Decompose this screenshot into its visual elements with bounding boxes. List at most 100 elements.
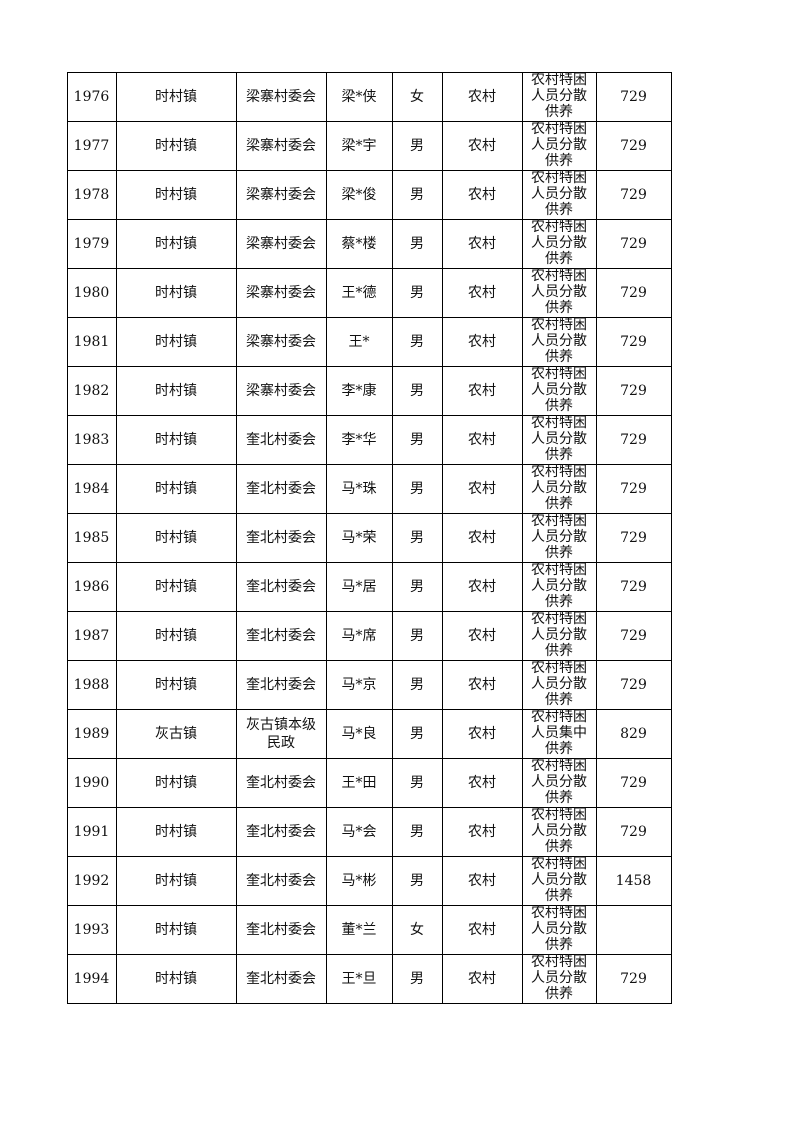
- table-cell: 农村: [442, 317, 523, 367]
- cell-text: 时村镇: [155, 480, 197, 497]
- table-cell: 男: [392, 219, 443, 269]
- cell-text: 奎北村委会: [246, 921, 316, 938]
- table-cell: 男: [392, 954, 443, 1004]
- cell-text: 1992: [73, 872, 110, 889]
- cell-text: 农村: [468, 627, 496, 644]
- cell-text: 奎北村委会: [246, 823, 316, 840]
- cell-text: 729: [620, 186, 647, 203]
- table-cell: 男: [392, 415, 443, 465]
- cell-text: 时村镇: [155, 333, 197, 350]
- table-cell: 奎北村委会: [236, 807, 327, 857]
- cell-text: 农村: [468, 480, 496, 497]
- cell-text: 农村: [468, 284, 496, 301]
- table-cell: 1992: [67, 856, 117, 906]
- table-cell: 729: [596, 660, 672, 710]
- table-cell: 奎北村委会: [236, 611, 327, 661]
- cell-text: 农村特困人员分散供养: [531, 611, 587, 659]
- cell-text: 男: [410, 333, 424, 350]
- table-cell: 1983: [67, 415, 117, 465]
- cell-text: 729: [620, 970, 647, 987]
- table-cell: 农村: [442, 807, 523, 857]
- cell-text: 农村特困人员分散供养: [531, 807, 587, 855]
- cell-text: 729: [620, 480, 647, 497]
- table-cell: 农村: [442, 611, 523, 661]
- table-cell: 男: [392, 758, 443, 808]
- cell-text: 男: [410, 137, 424, 154]
- cell-text: 729: [620, 284, 647, 301]
- table-cell: 农村特困人员分散供养: [522, 170, 597, 220]
- table-cell: 梁*俊: [326, 170, 393, 220]
- cell-text: 王*德: [341, 284, 377, 301]
- cell-text: 1986: [73, 578, 110, 595]
- cell-text: 农村: [468, 235, 496, 252]
- table-cell: 时村镇: [116, 219, 237, 269]
- table-cell: 农村: [442, 513, 523, 563]
- table-cell: 农村特困人员分散供养: [522, 660, 597, 710]
- cell-text: 农村特困人员分散供养: [531, 954, 587, 1002]
- table-cell: 农村特困人员分散供养: [522, 513, 597, 563]
- table-cell: 农村特困人员分散供养: [522, 464, 597, 514]
- cell-text: 男: [410, 578, 424, 595]
- table-cell: 1993: [67, 905, 117, 955]
- table-cell: 灰古镇: [116, 709, 237, 759]
- table-cell: 农村: [442, 268, 523, 318]
- table-cell: [596, 905, 672, 955]
- cell-text: 奎北村委会: [246, 578, 316, 595]
- table-cell: 农村特困人员分散供养: [522, 121, 597, 171]
- table-cell: 奎北村委会: [236, 415, 327, 465]
- table-cell: 729: [596, 415, 672, 465]
- table-cell: 男: [392, 513, 443, 563]
- table-cell: 李*华: [326, 415, 393, 465]
- cell-text: 男: [410, 774, 424, 791]
- cell-text: 男: [410, 235, 424, 252]
- table-cell: 农村特困人员分散供养: [522, 856, 597, 906]
- table-cell: 男: [392, 170, 443, 220]
- table-cell: 时村镇: [116, 562, 237, 612]
- table-cell: 农村: [442, 562, 523, 612]
- table-cell: 董*兰: [326, 905, 393, 955]
- table-cell: 729: [596, 807, 672, 857]
- cell-text: 梁寨村委会: [246, 382, 316, 399]
- cell-text: 农村: [468, 578, 496, 595]
- cell-text: 马*珠: [341, 480, 377, 497]
- cell-text: 梁寨村委会: [246, 235, 316, 252]
- cell-text: 农村: [468, 774, 496, 791]
- table-cell: 时村镇: [116, 807, 237, 857]
- table-cell: 奎北村委会: [236, 513, 327, 563]
- cell-text: 1990: [73, 774, 110, 791]
- cell-text: 农村: [468, 676, 496, 693]
- cell-text: 奎北村委会: [246, 480, 316, 497]
- table-cell: 时村镇: [116, 758, 237, 808]
- cell-text: 时村镇: [155, 235, 197, 252]
- cell-text: 1985: [73, 529, 110, 546]
- table-cell: 农村: [442, 758, 523, 808]
- cell-text: 农村特困人员集中供养: [531, 709, 587, 757]
- table-cell: 男: [392, 562, 443, 612]
- cell-text: 梁寨村委会: [246, 88, 316, 105]
- table-cell: 奎北村委会: [236, 464, 327, 514]
- table-cell: 时村镇: [116, 72, 237, 122]
- cell-text: 马*良: [341, 725, 377, 742]
- cell-text: 男: [410, 284, 424, 301]
- table-cell: 梁寨村委会: [236, 268, 327, 318]
- cell-text: 梁寨村委会: [246, 186, 316, 203]
- cell-text: 1980: [73, 284, 110, 301]
- table-cell: 农村: [442, 709, 523, 759]
- cell-text: 农村特困人员分散供养: [531, 562, 587, 610]
- table-cell: 男: [392, 317, 443, 367]
- cell-text: 男: [410, 529, 424, 546]
- cell-text: 农村特困人员分散供养: [531, 219, 587, 267]
- cell-text: 时村镇: [155, 284, 197, 301]
- cell-text: 729: [620, 235, 647, 252]
- cell-text: 农村特困人员分散供养: [531, 170, 587, 218]
- cell-text: 男: [410, 970, 424, 987]
- cell-text: 农村特困人员分散供养: [531, 121, 587, 169]
- table-cell: 729: [596, 366, 672, 416]
- cell-text: 1989: [73, 725, 110, 742]
- table-cell: 蔡*楼: [326, 219, 393, 269]
- table-cell: 时村镇: [116, 317, 237, 367]
- table-cell: 梁寨村委会: [236, 72, 327, 122]
- cell-text: 时村镇: [155, 88, 197, 105]
- table-cell: 马*席: [326, 611, 393, 661]
- table-cell: 男: [392, 807, 443, 857]
